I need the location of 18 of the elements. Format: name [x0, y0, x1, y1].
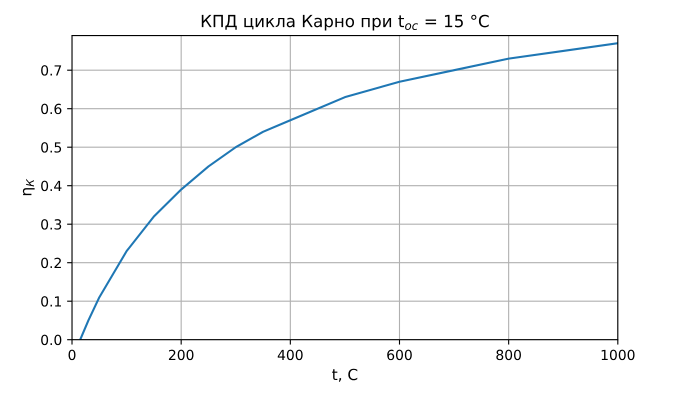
y-tick-label: 0.3 [41, 219, 62, 230]
x-tick-label: 200 [168, 350, 194, 360]
y-tick-label: 0.7 [41, 65, 62, 76]
y-tick-label: 0.5 [41, 142, 62, 153]
x-tick-label: 800 [496, 350, 521, 360]
y-axis-title: η$_{К}$ [22, 178, 35, 196]
y-tick-label: 0.2 [41, 258, 61, 268]
y-tick-label: 0.0 [41, 334, 62, 346]
y-tick-label: 0.1 [41, 296, 62, 307]
x-tick-label: 1000 [602, 350, 635, 360]
y-tick-label: 0.6 [41, 104, 62, 114]
x-tick-label: 0 [68, 350, 76, 360]
x-axis-title: t, C [332, 368, 358, 382]
x-tick-label: 600 [387, 350, 412, 360]
x-tick-label: 400 [278, 350, 303, 360]
line-series [79, 42, 618, 340]
chart-title: КПД цикла Карно при t$_{oc}$ = 15 °C [202, 14, 489, 31]
y-tick-label: 0.4 [41, 180, 62, 192]
